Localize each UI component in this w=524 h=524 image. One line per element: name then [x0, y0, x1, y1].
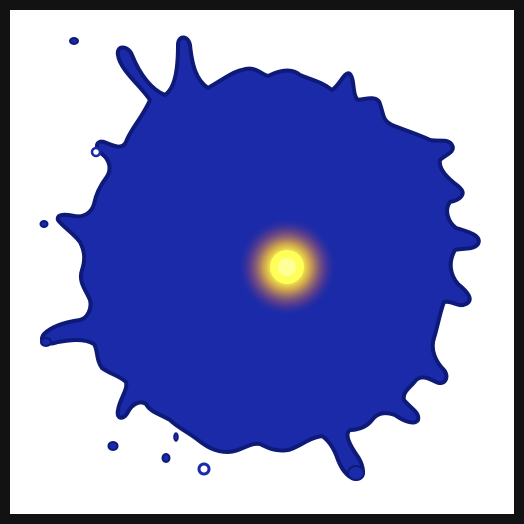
- ink-droplet: [107, 441, 119, 451]
- ink-droplet: [161, 453, 171, 463]
- ink-droplet: [173, 432, 179, 442]
- ink-droplet-ring: [197, 462, 211, 476]
- ink-droplet: [90, 146, 102, 158]
- glowing-orb[interactable]: [237, 217, 337, 317]
- orb-highlight: [278, 258, 296, 276]
- ink-droplet: [69, 37, 79, 45]
- ink-droplet: [39, 220, 49, 228]
- ink-droplet: [347, 465, 365, 481]
- ink-droplet: [40, 337, 52, 347]
